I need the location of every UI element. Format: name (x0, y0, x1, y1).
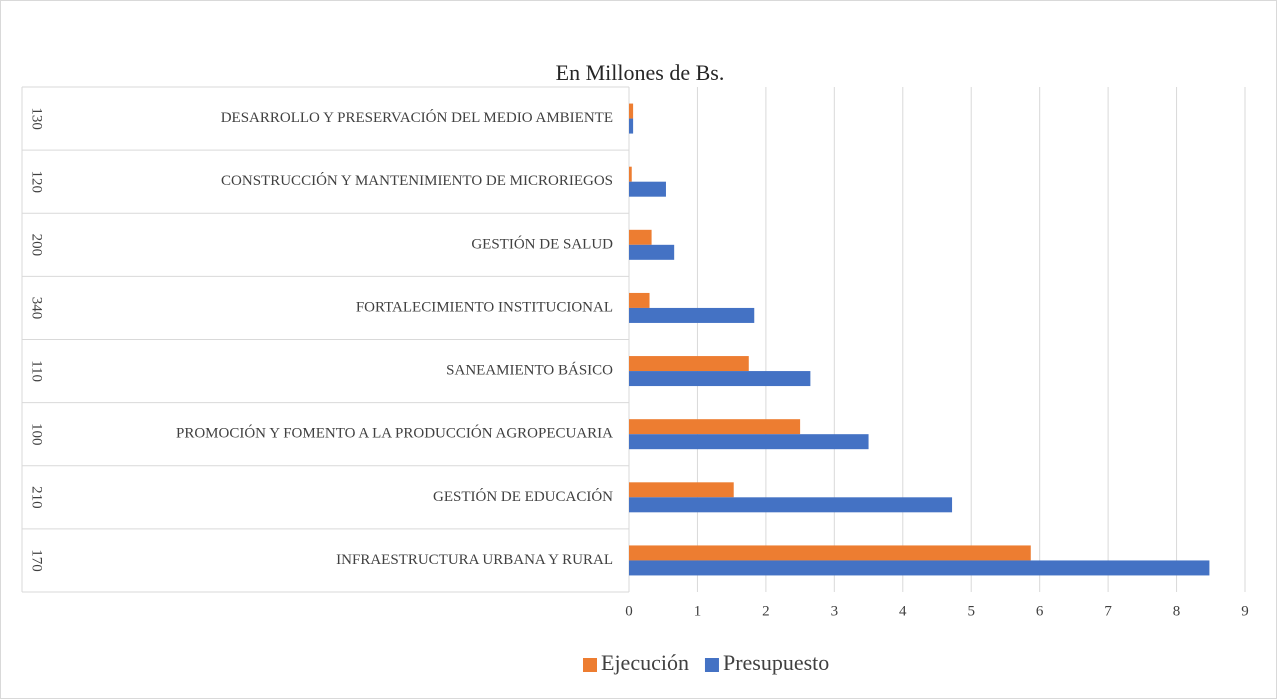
x-tick-label: 0 (625, 603, 633, 619)
bar (629, 244, 675, 260)
x-tick-label: 8 (1173, 603, 1181, 619)
x-tick-label: 7 (1104, 603, 1112, 619)
bar (629, 434, 869, 450)
category-code: 340 (29, 297, 45, 320)
category-label: CONSTRUCCIÓN Y MANTENIMIENTO DE MICRORIE… (221, 172, 613, 189)
bar (629, 545, 1031, 561)
category-code: 130 (29, 107, 45, 130)
legend-label: Presupuesto (723, 650, 829, 675)
x-tick-label: 6 (1036, 603, 1044, 619)
category-label: GESTIÓN DE EDUCACIÓN (433, 488, 613, 505)
bar (629, 292, 650, 308)
bar (629, 560, 1210, 576)
category-label: FORTALECIMIENTO INSTITUCIONAL (356, 299, 613, 315)
bar (629, 356, 749, 372)
x-tick-label: 2 (762, 603, 770, 619)
category-code: 120 (29, 170, 45, 193)
legend-swatch (704, 658, 719, 672)
chart-title: En Millones de Bs. (556, 60, 725, 85)
category-label: DESARROLLO Y PRESERVACIÓN DEL MEDIO AMBI… (221, 109, 613, 126)
category-code: 110 (29, 360, 45, 382)
category-code: 170 (29, 549, 45, 572)
x-tick-label: 4 (899, 603, 907, 619)
category-code: 200 (29, 234, 45, 257)
bar (629, 419, 801, 435)
bar (629, 166, 632, 182)
x-tick-label: 9 (1241, 603, 1249, 619)
bar (629, 371, 811, 387)
bar (629, 482, 734, 498)
bar (629, 118, 634, 134)
category-label: INFRAESTRUCTURA URBANA Y RURAL (336, 552, 613, 568)
x-tick-label: 5 (967, 603, 975, 619)
x-tick-label: 1 (694, 603, 702, 619)
category-label: PROMOCIÓN Y FOMENTO A LA PRODUCCIÓN AGRO… (176, 425, 613, 442)
bar (629, 307, 755, 323)
category-code: 210 (29, 486, 45, 509)
category-code: 100 (29, 423, 45, 446)
x-tick-label: 3 (831, 603, 839, 619)
legend-swatch (583, 658, 597, 672)
bar (629, 497, 953, 513)
bar (629, 229, 652, 245)
legend-label: Ejecución (601, 650, 689, 675)
bar (629, 103, 634, 119)
category-label: GESTIÓN DE SALUD (471, 235, 613, 252)
category-label: SANEAMIENTO BÁSICO (446, 362, 613, 379)
bar (629, 181, 666, 197)
